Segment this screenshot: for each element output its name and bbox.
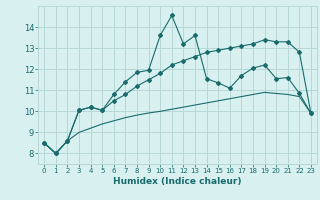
X-axis label: Humidex (Indice chaleur): Humidex (Indice chaleur) [113, 177, 242, 186]
